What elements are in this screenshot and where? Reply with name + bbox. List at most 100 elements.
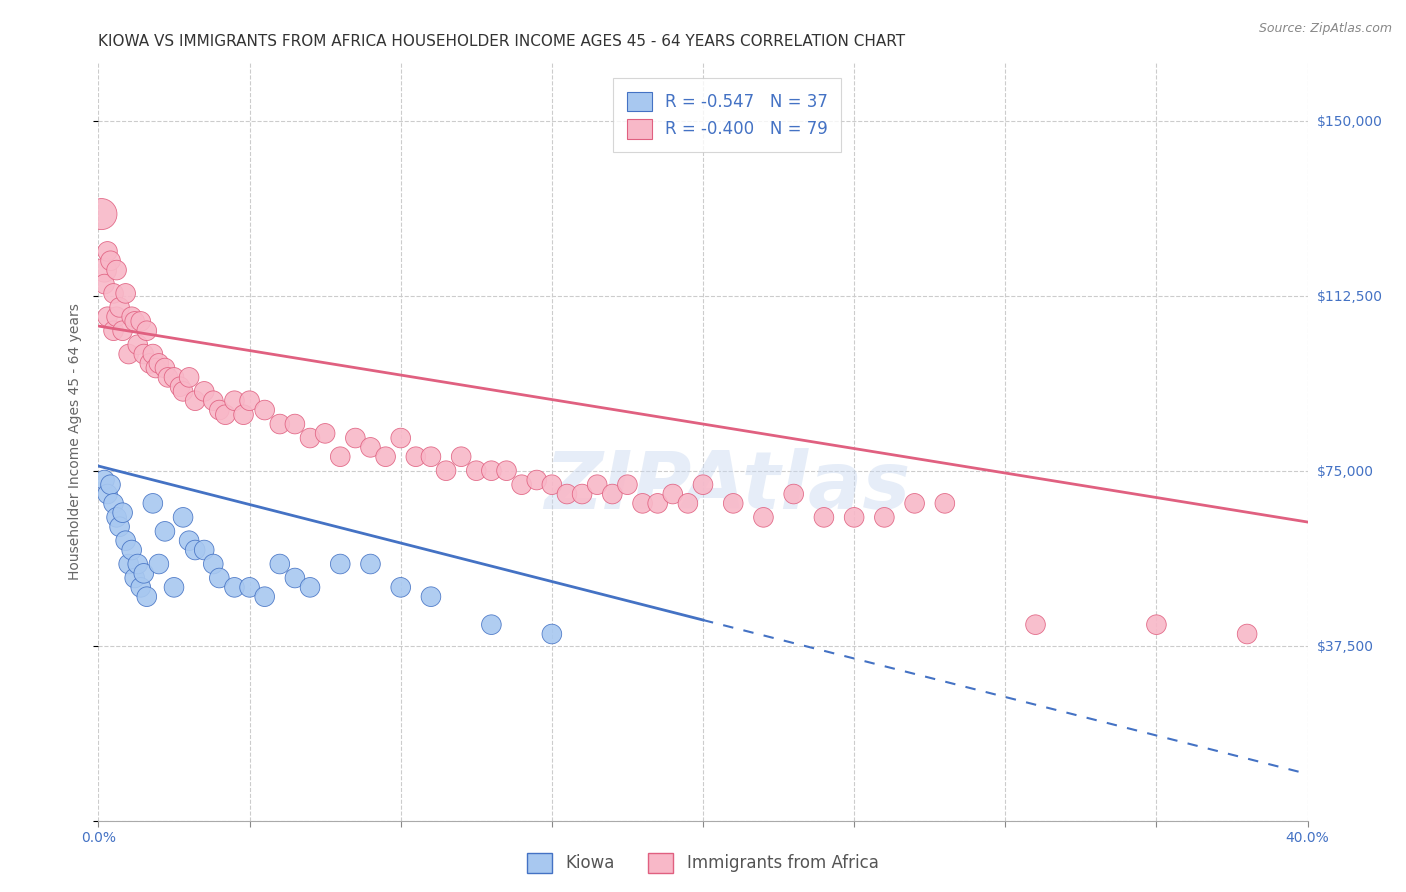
Point [661, 487, 683, 501]
Point [526, 473, 548, 487]
Point [121, 543, 143, 558]
Point [481, 464, 503, 478]
Legend: R = -0.547   N = 37, R = -0.400   N = 79: R = -0.547 N = 37, R = -0.400 N = 79 [613, 78, 841, 152]
Point [108, 519, 131, 533]
Point [1144, 617, 1167, 632]
Point [329, 557, 352, 571]
Point [208, 403, 231, 417]
Point [208, 571, 231, 585]
Point [360, 441, 382, 455]
Point [284, 417, 307, 431]
Point [239, 393, 262, 408]
Point [184, 393, 207, 408]
Point [329, 450, 352, 464]
Point [135, 590, 157, 604]
Point [124, 571, 146, 585]
Point [510, 477, 533, 491]
Point [96, 310, 118, 324]
Point [344, 431, 367, 445]
Point [193, 384, 215, 399]
Point [169, 380, 191, 394]
Point [114, 286, 136, 301]
Point [172, 510, 194, 524]
Point [1024, 617, 1046, 632]
Point [692, 477, 714, 491]
Point [90, 207, 112, 221]
Point [100, 253, 122, 268]
Point [156, 370, 179, 384]
Point [139, 356, 162, 370]
Point [129, 314, 152, 328]
Point [239, 580, 262, 594]
Point [142, 347, 165, 361]
Point [96, 487, 118, 501]
Point [555, 487, 578, 501]
Point [93, 263, 115, 277]
Point [142, 496, 165, 510]
Legend: Kiowa, Immigrants from Africa: Kiowa, Immigrants from Africa [520, 847, 886, 880]
Point [405, 450, 427, 464]
Point [314, 426, 336, 441]
Point [450, 450, 472, 464]
Point [873, 510, 896, 524]
Point [844, 510, 866, 524]
Point [202, 557, 225, 571]
Point [374, 450, 396, 464]
Point [193, 543, 215, 558]
Point [284, 571, 307, 585]
Point [360, 557, 382, 571]
Point [571, 487, 593, 501]
Point [465, 464, 488, 478]
Y-axis label: Householder Income Ages 45 - 64 years: Householder Income Ages 45 - 64 years [67, 303, 82, 580]
Point [93, 277, 115, 291]
Point [105, 263, 128, 277]
Point [108, 301, 131, 315]
Point [103, 324, 125, 338]
Point [224, 393, 246, 408]
Text: ZIPAtlas: ZIPAtlas [544, 448, 910, 526]
Point [111, 506, 134, 520]
Point [118, 347, 141, 361]
Point [495, 464, 517, 478]
Point [420, 590, 443, 604]
Point [269, 417, 291, 431]
Point [723, 496, 745, 510]
Point [540, 627, 562, 641]
Point [118, 557, 141, 571]
Point [420, 450, 443, 464]
Point [148, 356, 170, 370]
Point [616, 477, 638, 491]
Point [481, 617, 503, 632]
Point [904, 496, 927, 510]
Point [163, 580, 186, 594]
Point [389, 431, 412, 445]
Point [103, 286, 125, 301]
Point [172, 384, 194, 399]
Point [121, 310, 143, 324]
Text: KIOWA VS IMMIGRANTS FROM AFRICA HOUSEHOLDER INCOME AGES 45 - 64 YEARS CORRELATIO: KIOWA VS IMMIGRANTS FROM AFRICA HOUSEHOL… [98, 34, 905, 49]
Point [1236, 627, 1258, 641]
Point [148, 557, 170, 571]
Point [232, 408, 254, 422]
Point [647, 496, 669, 510]
Point [179, 533, 201, 548]
Point [124, 314, 146, 328]
Point [202, 393, 225, 408]
Point [153, 524, 176, 539]
Point [269, 557, 291, 571]
Point [129, 580, 152, 594]
Point [100, 477, 122, 491]
Point [103, 496, 125, 510]
Point [135, 324, 157, 338]
Point [111, 324, 134, 338]
Point [127, 337, 149, 351]
Point [934, 496, 956, 510]
Point [783, 487, 806, 501]
Point [224, 580, 246, 594]
Point [389, 580, 412, 594]
Point [132, 347, 155, 361]
Point [602, 487, 624, 501]
Point [253, 403, 276, 417]
Point [105, 310, 128, 324]
Point [631, 496, 654, 510]
